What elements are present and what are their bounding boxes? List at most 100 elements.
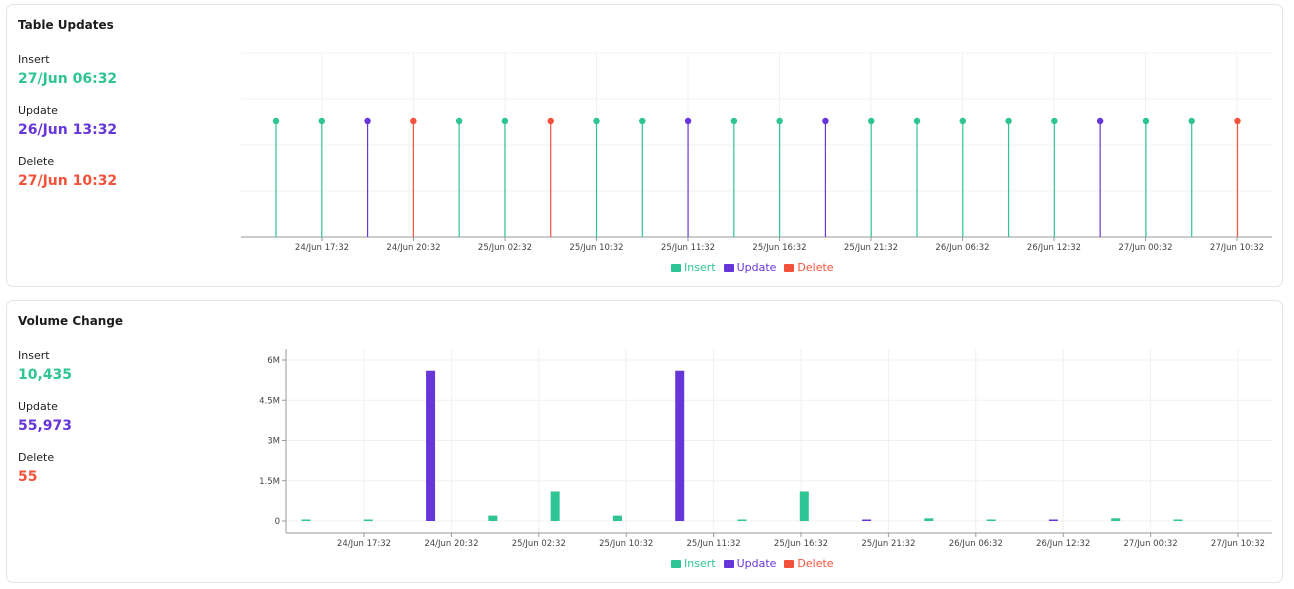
legend-label: Update (736, 557, 777, 570)
event-point (1005, 117, 1012, 125)
legend-swatch (784, 559, 795, 568)
table-updates-card: Table Updates Insert 27/Jun 06:32 Update… (6, 4, 1283, 287)
x-tick-label: 24/Jun 20:32 (424, 539, 478, 549)
event-point (822, 117, 829, 125)
x-tick-label: 26/Jun 06:32 (949, 539, 1003, 549)
event-point (272, 117, 280, 125)
legend-label: Insert (684, 261, 716, 274)
event-point (639, 117, 646, 125)
event-point (959, 117, 966, 125)
card-title: Table Updates (18, 18, 114, 32)
event-point (318, 117, 325, 125)
x-tick-label: 25/Jun 16:32 (752, 243, 806, 253)
volume-bar (301, 519, 311, 521)
x-tick-label: 27/Jun 00:32 (1124, 539, 1178, 549)
x-tick-label: 26/Jun 12:32 (1036, 539, 1090, 549)
stat-label-update: Update (18, 400, 58, 413)
legend-item-update[interactable]: Update (723, 261, 777, 274)
legend-label: Insert (684, 557, 716, 570)
x-tick-label: 25/Jun 21:32 (844, 243, 898, 253)
volume-bar (799, 491, 809, 521)
table-updates-chart: 24/Jun 17:32 24/Jun 20:32 25/Jun 02:32 25/J… (241, 52, 1272, 253)
event-point (455, 117, 463, 125)
legend-item-update[interactable]: Update (723, 557, 777, 570)
stat-value-delete: 55 (18, 469, 38, 485)
volume-bar (675, 370, 685, 521)
event-point (776, 117, 783, 125)
legend-label: Delete (797, 261, 834, 274)
stat-value-insert: 10,435 (18, 367, 73, 383)
stat-label-delete: Delete (18, 155, 55, 168)
x-tick-label: 25/Jun 10:32 (599, 539, 653, 549)
event-point (868, 117, 875, 125)
event-point (1142, 117, 1150, 125)
x-tick-label: 24/Jun 20:32 (386, 243, 440, 253)
stat-label-update: Update (18, 104, 58, 117)
volume-bar (363, 519, 373, 521)
volume-bar (612, 515, 622, 521)
x-tick-label: 26/Jun 12:32 (1027, 243, 1081, 253)
volume-bar (1048, 519, 1058, 521)
stat-label-insert: Insert (18, 349, 50, 362)
event-point (501, 117, 509, 125)
stat-value-update: 55,973 (18, 418, 73, 434)
x-tick-label: 25/Jun 02:32 (478, 243, 532, 253)
volume-change-card: Volume Change Insert 10,435 Update 55,97… (6, 300, 1283, 583)
y-tick-label: 4.5M (259, 396, 280, 406)
x-tick-label: 27/Jun 10:32 (1211, 539, 1265, 549)
event-point (547, 117, 554, 125)
legend-swatch (784, 263, 795, 272)
volume-bar (1111, 518, 1121, 521)
x-tick-label: 25/Jun 16:32 (774, 539, 828, 549)
legend-label: Delete (797, 557, 834, 570)
legend-swatch (671, 263, 681, 272)
stat-value-delete: 27/Jun 10:32 (18, 173, 118, 189)
x-tick-label: 27/Jun 00:32 (1118, 243, 1172, 253)
x-tick-label: 25/Jun 11:32 (687, 539, 741, 549)
stat-label-delete: Delete (18, 451, 55, 464)
x-tick-label: 25/Jun 21:32 (861, 539, 915, 549)
event-point (730, 117, 738, 125)
event-point (684, 117, 692, 125)
volume-bar (1173, 519, 1183, 521)
y-tick-label: 0 (275, 517, 280, 527)
legend-item-insert[interactable]: Insert (671, 261, 716, 274)
event-point (364, 117, 371, 125)
volume-bar (986, 519, 996, 521)
legend-item-delete[interactable]: Delete (784, 261, 834, 274)
legend-item-insert[interactable]: Insert (671, 557, 716, 570)
chart-legend: Insert Update Delete (671, 557, 834, 570)
event-point (1096, 117, 1104, 125)
event-point (593, 117, 600, 125)
y-tick-label: 3M (267, 437, 280, 447)
event-point (1188, 117, 1195, 125)
y-tick-label: 1.5M (259, 477, 280, 487)
x-tick-label: 25/Jun 10:32 (569, 243, 623, 253)
stat-value-update: 26/Jun 13:32 (18, 122, 118, 138)
event-point (410, 117, 417, 125)
x-tick-label: 26/Jun 06:32 (935, 243, 989, 253)
event-point (1234, 117, 1241, 125)
x-tick-label: 27/Jun 10:32 (1210, 243, 1264, 253)
stat-label-insert: Insert (18, 53, 50, 66)
volume-bar (426, 370, 436, 521)
chart-legend: Insert Update Delete (671, 261, 834, 274)
stat-value-insert: 27/Jun 06:32 (18, 71, 118, 87)
legend-label: Update (736, 261, 777, 274)
x-tick-label: 24/Jun 17:32 (295, 243, 349, 253)
x-tick-label: 24/Jun 17:32 (337, 539, 391, 549)
legend-item-delete[interactable]: Delete (784, 557, 834, 570)
legend-swatch (723, 559, 734, 568)
x-tick-label: 25/Jun 02:32 (512, 539, 566, 549)
card-title: Volume Change (18, 314, 124, 328)
event-point (1051, 117, 1058, 125)
volume-change-chart: 0 1.5M 3M 4.5M 6M 24/Jun 17:32 24/Jun 20:32 25/… (259, 349, 1272, 549)
volume-bar (862, 519, 872, 521)
y-tick-label: 6M (267, 356, 280, 366)
volume-bar (550, 491, 560, 521)
legend-swatch (671, 559, 681, 568)
legend-swatch (723, 263, 734, 272)
event-point (913, 117, 921, 125)
x-tick-label: 25/Jun 11:32 (661, 243, 715, 253)
volume-bar (924, 518, 934, 521)
